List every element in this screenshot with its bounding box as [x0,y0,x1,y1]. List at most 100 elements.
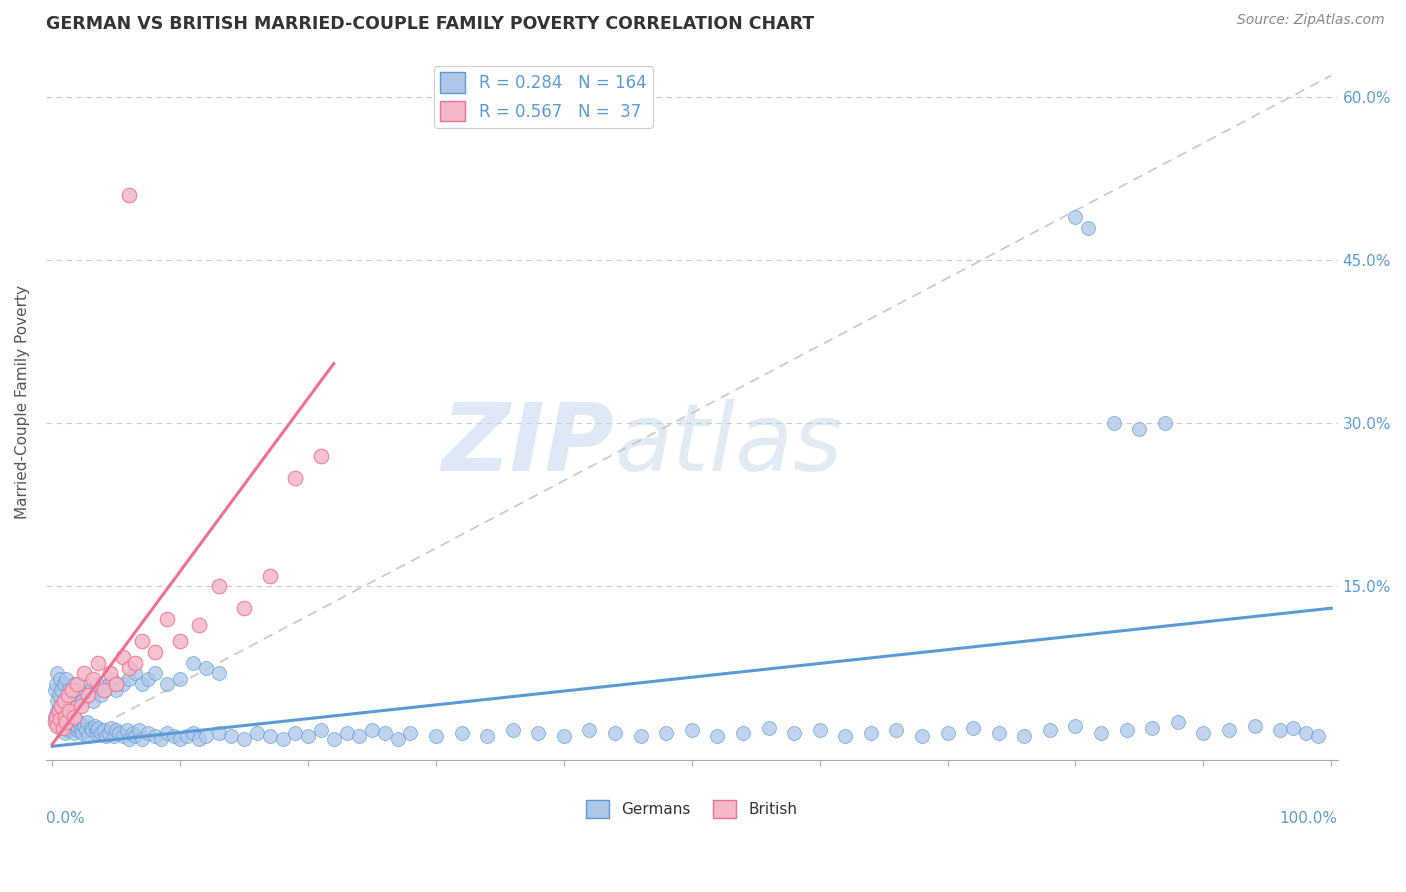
Point [207,726,229,740]
Point [169,633,191,648]
Text: Source: ZipAtlas.com: Source: ZipAtlas.com [1237,13,1385,28]
Point [150,731,173,746]
Point [86,723,108,737]
Point [1039,723,1062,737]
Legend: Germans, British: Germans, British [579,794,804,824]
Point [44,715,66,730]
Point [118,188,141,202]
Point [97,726,120,740]
Point [681,723,703,737]
Point [834,730,856,744]
Point [51,682,73,697]
Point [59,712,82,726]
Point [284,471,307,485]
Point [1282,721,1305,735]
Point [1192,726,1215,740]
Point [49,713,72,727]
Point [758,721,780,735]
Point [52,718,75,732]
Point [53,707,76,722]
Point [118,672,141,686]
Point [52,699,75,714]
Point [80,682,103,697]
Point [55,715,77,730]
Point [67,715,90,730]
Point [188,731,211,746]
Point [46,693,69,707]
Point [163,730,186,744]
Point [103,730,125,744]
Point [46,705,69,719]
Point [221,730,243,744]
Text: ZIP: ZIP [441,399,614,491]
Point [111,677,134,691]
Point [66,721,89,735]
Point [53,726,76,740]
Point [73,718,96,732]
Point [60,721,83,735]
Point [52,705,75,719]
Point [131,677,153,691]
Point [53,693,76,707]
Point [76,715,98,730]
Point [284,726,307,740]
Point [58,718,80,732]
Point [44,710,66,724]
Point [101,672,124,686]
Point [94,730,117,744]
Point [58,705,80,719]
Point [450,726,472,740]
Point [387,731,409,746]
Point [131,731,153,746]
Point [502,723,524,737]
Point [45,677,67,691]
Point [233,731,256,746]
Point [67,682,90,697]
Point [94,682,117,697]
Point [93,682,115,697]
Point [143,730,166,744]
Point [60,693,83,707]
Point [124,730,146,744]
Point [1243,718,1265,732]
Point [731,726,754,740]
Point [1308,730,1330,744]
Point [987,726,1010,740]
Point [45,707,67,722]
Point [63,726,86,740]
Point [80,721,103,735]
Point [44,682,66,697]
Point [309,723,332,737]
Point [1014,730,1036,744]
Point [66,723,89,737]
Point [82,693,104,707]
Point [69,699,91,714]
Point [84,726,107,740]
Point [66,677,89,691]
Point [297,730,319,744]
Text: 100.0%: 100.0% [1279,811,1337,826]
Point [1064,718,1087,732]
Point [1154,417,1177,431]
Point [51,699,73,714]
Point [1077,220,1099,235]
Point [93,723,115,737]
Point [118,731,141,746]
Point [136,672,159,686]
Point [156,726,179,740]
Point [105,723,128,737]
Point [58,682,80,697]
Point [271,731,294,746]
Point [77,688,100,702]
Point [87,656,110,670]
Point [859,726,882,740]
Point [136,726,159,740]
Point [131,633,153,648]
Point [86,677,108,691]
Point [259,730,281,744]
Point [73,677,96,691]
Point [60,682,83,697]
Point [77,688,100,702]
Point [77,730,100,744]
Point [105,677,128,691]
